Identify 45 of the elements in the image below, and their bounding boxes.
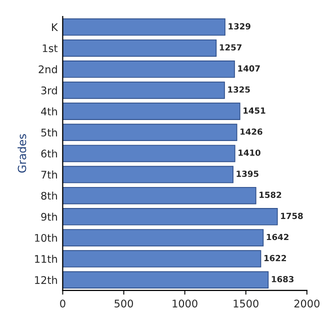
x-tick-label: 500 (114, 300, 133, 308)
y-tick-label: 3rd (41, 86, 57, 94)
data-label: 1329 (228, 23, 250, 30)
bar (62, 18, 226, 36)
y-tick-label: 11th (35, 254, 57, 263)
data-label: 1758 (281, 212, 303, 220)
y-tick-label: 7th (41, 170, 57, 178)
x-tick-label: 1000 (172, 300, 198, 308)
x-tick-label: 0 (60, 300, 66, 308)
bar (62, 271, 269, 288)
data-label: 1622 (264, 254, 286, 262)
bar (62, 102, 240, 120)
x-tick-label: 1500 (234, 300, 258, 308)
data-label: 1395 (236, 170, 258, 177)
bar (62, 39, 217, 57)
bar (62, 250, 262, 268)
y-tick-label: 4th (41, 107, 57, 116)
y-tick-label: 6th (41, 149, 57, 158)
y-tick-label: 1st (42, 44, 58, 52)
data-label: 1451 (244, 108, 266, 114)
bar (62, 124, 238, 142)
y-tick-label: 9th (41, 212, 57, 221)
bar (62, 60, 235, 78)
data-label: 1642 (266, 234, 288, 240)
data-label: 1426 (240, 128, 262, 135)
data-label: 1325 (228, 86, 250, 93)
data-label: 1683 (272, 276, 294, 282)
bar (62, 229, 264, 246)
bar (62, 186, 256, 204)
y-axis-title: Grades (18, 134, 26, 173)
x-tick-label: 2000 (294, 300, 320, 308)
y-tick-label: 2nd (38, 65, 57, 74)
data-label: 1410 (238, 150, 260, 156)
y-tick-label: 12th (35, 276, 57, 284)
y-tick-label: 10th (35, 234, 57, 242)
data-label: 1257 (220, 44, 242, 51)
data-label: 1407 (238, 65, 260, 72)
y-tick-label: 5th (41, 128, 57, 136)
data-label: 1582 (260, 192, 282, 198)
bar (62, 82, 225, 99)
bar (62, 208, 278, 226)
y-tick-label: 8th (41, 192, 57, 200)
y-tick-label: K (52, 23, 58, 31)
bar (62, 144, 236, 162)
bar (62, 166, 234, 184)
